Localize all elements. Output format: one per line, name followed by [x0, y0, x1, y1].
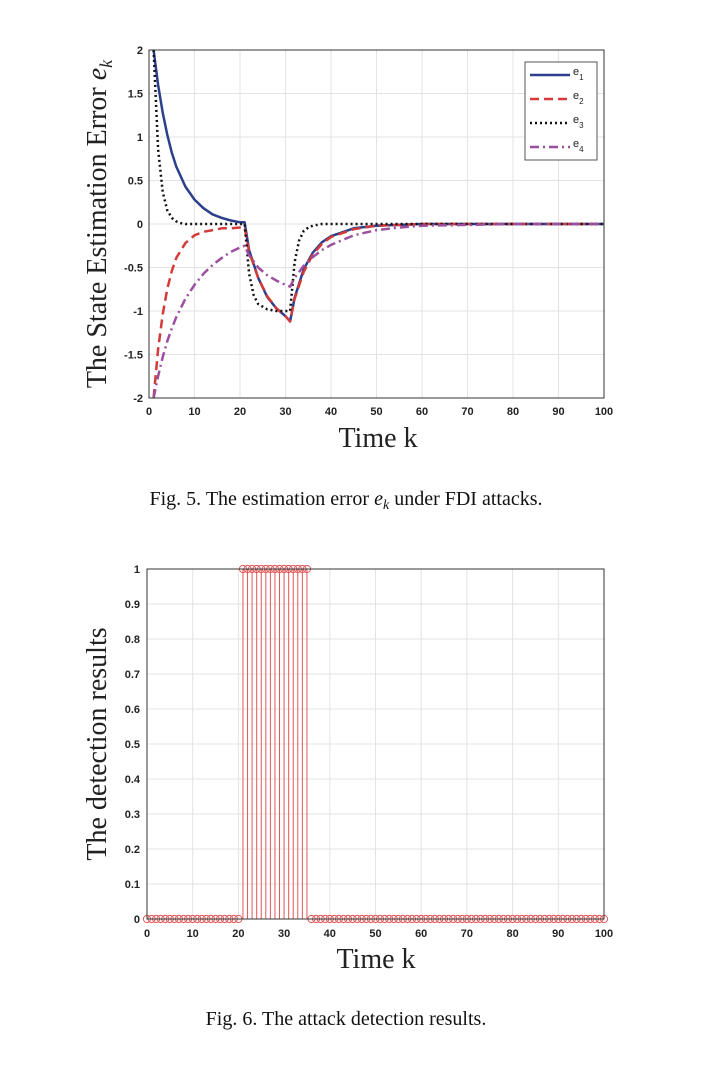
fig6-x-tick-label: 100	[595, 928, 613, 940]
fig5-y-tick-label: 1	[137, 132, 143, 144]
fig5-series-group	[152, 49, 604, 399]
fig5-caption: Fig. 5. The estimation error ek under FD…	[150, 488, 543, 513]
legend-label-e2: e2	[573, 90, 584, 106]
legend-label-e4: e4	[573, 138, 584, 154]
fig5-x-tick-label: 0	[146, 406, 152, 418]
fig6-y-tick-label: 1	[134, 564, 140, 576]
fig6-x-tick-label: 60	[415, 928, 427, 940]
fig6-grid	[146, 568, 605, 920]
fig6-plot-frame	[146, 568, 605, 920]
fig5-x-tick-label: 90	[552, 406, 564, 418]
series-line-e2	[152, 222, 604, 399]
fig6-y-tick-label: 0.1	[125, 879, 140, 891]
fig5-plot-frame	[148, 49, 605, 399]
fig6-x-tick-label: 50	[369, 928, 381, 940]
fig6-x-tick-label: 40	[324, 928, 336, 940]
fig5-y-tick-label: 0	[137, 219, 143, 231]
legend-label-e1: e1	[573, 66, 584, 82]
fig6-x-tick-label: 20	[232, 928, 244, 940]
fig5-y-tick-label: 1.5	[128, 89, 143, 101]
fig5-legend-box	[524, 61, 598, 161]
fig6-y-tick-label: 0.8	[125, 634, 140, 646]
fig6-y-tick-label: 0.3	[125, 809, 140, 821]
figure-6: 0 10 20 30 40 50 60 70 80 90 100 1 0.9 0.8 0.7 0.6 0.5 0.…	[82, 564, 613, 1030]
fig6-y-tick-label: 0	[134, 914, 140, 926]
legend-label-e3: e3	[573, 114, 584, 130]
fig5-x-tick-label: 10	[188, 406, 200, 418]
fig5-x-tick-label: 40	[325, 406, 337, 418]
fig5-x-tick-label: 100	[595, 406, 613, 418]
fig5-x-tick-label: 20	[234, 406, 246, 418]
fig5-ticks: 0 10 20 30 40 50 60 70 80 90 100 2 1.5 1 0.5 0 -0.5 -1 -1.…	[124, 45, 613, 418]
fig6-x-tick-label: 80	[506, 928, 518, 940]
fig6-caption: Fig. 6. The attack detection results.	[206, 1008, 487, 1030]
fig6-x-tick-label: 10	[187, 928, 199, 940]
fig6-x-axis-label: Time k	[336, 944, 415, 975]
fig6-y-tick-label: 0.2	[125, 844, 140, 856]
fig6-y-tick-label: 0.4	[125, 774, 141, 786]
fig6-y-tick-label: 0.5	[125, 739, 140, 751]
fig6-ticks: 0 10 20 30 40 50 60 70 80 90 100 1 0.9 0.8 0.7 0.6 0.5 0.…	[125, 564, 613, 940]
fig5-x-tick-label: 30	[279, 406, 291, 418]
fig5-y-tick-label: -1	[133, 306, 143, 318]
fig6-x-tick-label: 90	[552, 928, 564, 940]
fig5-y-tick-label: -0.5	[124, 263, 143, 275]
fig6-x-tick-label: 70	[461, 928, 473, 940]
fig5-y-axis-label: The State Estimation Error ek	[82, 59, 116, 388]
figure-5: 0 10 20 30 40 50 60 70 80 90 100 2 1.5 1 0.5 0 -0.5 -1 -1.…	[82, 45, 613, 513]
fig5-y-tick-label: 2	[137, 45, 143, 57]
fig5-y-tick-label: 0.5	[128, 176, 143, 188]
fig5-x-tick-label: 80	[507, 406, 519, 418]
fig5-legend: e1 e2 e3 e4	[524, 61, 598, 161]
series-line-e3	[152, 49, 604, 313]
fig5-x-tick-label: 60	[416, 406, 428, 418]
fig6-y-tick-label: 0.6	[125, 704, 140, 716]
series-line-e4	[152, 222, 604, 399]
fig5-x-axis-label: Time k	[338, 423, 417, 454]
fig5-x-tick-label: 50	[370, 406, 382, 418]
fig5-y-tick-label: -1.5	[124, 350, 143, 362]
fig5-y-tick-label: -2	[133, 393, 143, 405]
fig6-x-tick-label: 30	[278, 928, 290, 940]
fig5-x-tick-label: 70	[461, 406, 473, 418]
fig6-y-tick-label: 0.7	[125, 669, 140, 681]
fig6-x-tick-label: 0	[144, 928, 150, 940]
fig6-y-tick-label: 0.9	[125, 599, 140, 611]
fig6-y-axis-label: The detection results	[82, 627, 113, 860]
